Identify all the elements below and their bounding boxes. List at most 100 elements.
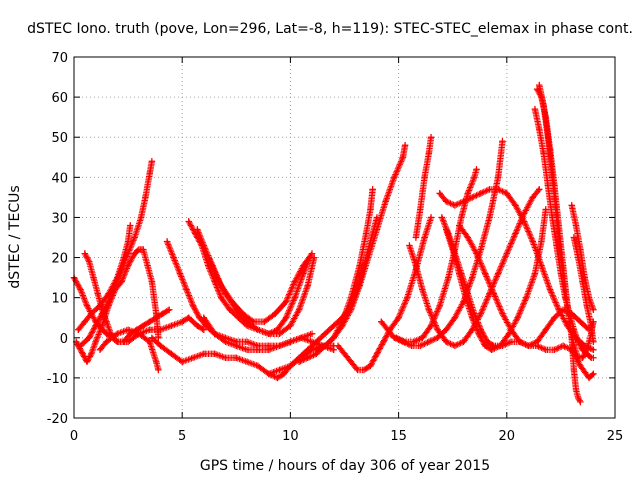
- data-point: [339, 318, 346, 325]
- data-point: [421, 174, 428, 181]
- data-point: [425, 306, 433, 313]
- data-point: [176, 270, 184, 277]
- data-point: [577, 362, 584, 370]
- data-point: [568, 202, 575, 209]
- data-point: [330, 322, 337, 329]
- data-point: [222, 338, 229, 345]
- data-point: [185, 314, 192, 321]
- data-point: [90, 274, 97, 281]
- data-point: [131, 234, 138, 241]
- data-point: [142, 194, 149, 201]
- data-point: [204, 254, 212, 261]
- data-point: [490, 342, 498, 349]
- data-point: [120, 338, 127, 345]
- data-point: [577, 318, 584, 325]
- data-point: [135, 330, 143, 337]
- data-point: [179, 358, 186, 366]
- data-point: [536, 126, 543, 133]
- data-point: [235, 314, 242, 321]
- data-point: [148, 158, 156, 165]
- data-point: [499, 310, 506, 317]
- data-point: [406, 242, 413, 249]
- data-point: [419, 286, 426, 293]
- data-point: [280, 370, 288, 378]
- data-point: [274, 374, 281, 382]
- data-point: [243, 358, 251, 366]
- data-point: [570, 234, 578, 241]
- data-point: [200, 314, 208, 321]
- data-point: [551, 314, 558, 321]
- data-point: [490, 290, 498, 297]
- data-point: [531, 105, 539, 113]
- data-point: [211, 330, 218, 337]
- data-point: [455, 222, 463, 229]
- y-tick-label: 70: [51, 51, 68, 66]
- data-point: [529, 194, 536, 201]
- data-point: [75, 326, 82, 333]
- data-point: [412, 234, 420, 241]
- data-point: [378, 318, 385, 325]
- data-point: [217, 294, 225, 301]
- data-point: [516, 338, 523, 345]
- y-tick-label: 40: [51, 171, 68, 186]
- x-tick-label: 5: [178, 429, 186, 444]
- data-point: [265, 330, 272, 337]
- data-point: [410, 338, 417, 345]
- data-point: [265, 346, 272, 354]
- data-point: [85, 334, 93, 341]
- data-point: [575, 254, 582, 261]
- data-point: [194, 226, 201, 233]
- data-point: [365, 254, 372, 261]
- data-point: [140, 322, 147, 329]
- data-point: [412, 262, 420, 269]
- data-point: [157, 342, 164, 349]
- y-tick-label: 10: [51, 292, 68, 307]
- data-point: [590, 354, 597, 362]
- data-point: [542, 326, 549, 333]
- data-point: [287, 338, 294, 345]
- data-point: [536, 81, 543, 89]
- data-point: [79, 350, 86, 358]
- data-point: [443, 326, 450, 333]
- data-point: [559, 342, 567, 349]
- data-point: [200, 242, 208, 249]
- data-point: [265, 370, 272, 378]
- data-point: [321, 330, 329, 337]
- gridlines: [74, 57, 615, 418]
- data-point: [445, 274, 452, 281]
- data-point: [105, 298, 112, 305]
- y-tick-label: 60: [51, 91, 68, 106]
- data-point: [451, 202, 459, 209]
- y-tick-label: 0: [60, 332, 68, 347]
- data-series-12: [200, 314, 337, 354]
- data-point: [146, 170, 153, 177]
- data-point: [243, 318, 251, 325]
- x-axis-label: GPS time / hours of day 306 of year 2015: [200, 458, 490, 474]
- axis-ticks: 0 5 10 15 20 25 -20 -10 0 10 20 30 40 50 60 70: [47, 51, 624, 444]
- data-point: [425, 150, 433, 157]
- data-point: [77, 286, 84, 293]
- data-point: [295, 358, 303, 366]
- data-point: [572, 222, 580, 229]
- y-tick-label: -20: [47, 412, 68, 427]
- data-point: [417, 342, 424, 349]
- data-point: [88, 350, 95, 358]
- data-point: [98, 322, 106, 329]
- data-point: [146, 326, 153, 333]
- data-point: [287, 362, 294, 370]
- data-point: [494, 270, 502, 277]
- data-point: [404, 294, 411, 301]
- data-point: [334, 342, 342, 349]
- data-point: [213, 274, 221, 281]
- data-point: [306, 254, 314, 261]
- data-point: [427, 214, 435, 221]
- data-point: [458, 214, 465, 221]
- data-point: [401, 338, 409, 345]
- data-point: [291, 278, 298, 285]
- data-point: [140, 246, 147, 253]
- data-point: [254, 362, 262, 370]
- data-point: [88, 310, 95, 317]
- y-tick-label: 30: [51, 211, 68, 226]
- data-point: [590, 370, 597, 378]
- data-point: [583, 302, 591, 309]
